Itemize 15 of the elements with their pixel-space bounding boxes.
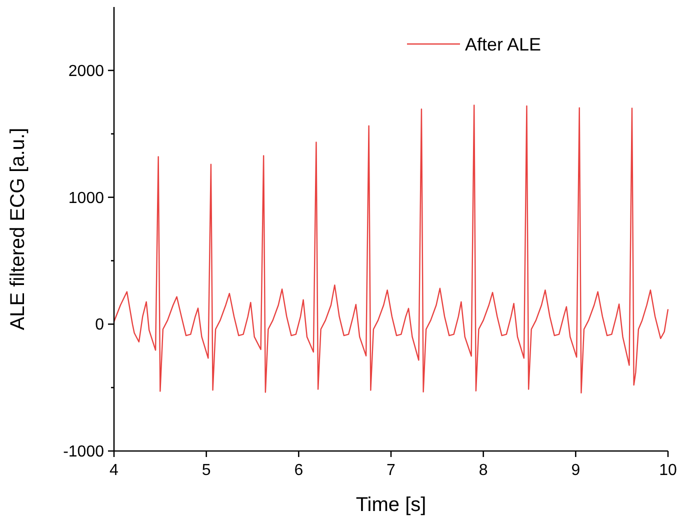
x-tick-label: 4 [110, 462, 119, 479]
line-series [113, 104, 669, 394]
y-tick-label: 0 [95, 316, 104, 334]
x-tick-label: 10 [659, 462, 677, 479]
x-tick-label: 9 [571, 462, 580, 479]
y-tick-label: -1000 [63, 444, 104, 461]
y-axis-title: ALE filtered ECG [a.u.] [7, 128, 29, 330]
legend-label: After ALE [465, 34, 542, 54]
x-tick-label: 7 [386, 462, 396, 479]
y-tick-label: 2000 [68, 63, 104, 80]
x-tick-label: 5 [202, 462, 211, 479]
y-tick-label: 1000 [68, 190, 104, 207]
x-tick-label: 8 [478, 462, 488, 479]
x-tick-label: 6 [294, 462, 304, 479]
x-axis-title: Time [s] [356, 494, 426, 516]
